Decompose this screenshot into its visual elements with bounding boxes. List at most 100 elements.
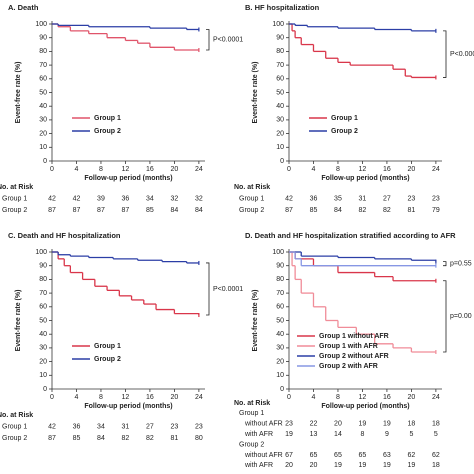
risk-count: 87 (73, 207, 81, 214)
y-tick-label: 90 (276, 35, 284, 42)
legend-label: Group 2 (94, 356, 121, 363)
bracket (443, 30, 447, 78)
risk-count: 34 (146, 195, 154, 202)
risk-count: 36 (122, 195, 130, 202)
x-tick-label: 8 (336, 394, 340, 401)
risk-row-label: Group 1 (239, 410, 264, 417)
risk-count: 27 (146, 423, 154, 430)
risk-count: 84 (171, 207, 179, 214)
x-tick-label: 8 (99, 394, 103, 401)
risk-count: 42 (48, 195, 56, 202)
y-tick-label: 10 (39, 372, 47, 379)
y-tick-label: 80 (276, 276, 284, 283)
y-axis-label: Event-free rate (%) (252, 290, 259, 352)
y-tick-label: 100 (272, 21, 284, 28)
risk-row-label: with AFR (244, 462, 273, 469)
risk-count: 82 (359, 207, 367, 214)
x-tick-label: 16 (146, 166, 154, 173)
risk-count: 19 (285, 431, 293, 438)
risk-count: 19 (359, 421, 367, 428)
risk-count: 23 (285, 421, 293, 428)
risk-count: 22 (310, 421, 318, 428)
risk-row-label: Group 2 (2, 435, 27, 442)
x-tick-label: 24 (432, 394, 440, 401)
y-tick-label: 40 (276, 103, 284, 110)
x-axis-label: Follow-up period (months) (84, 175, 172, 182)
y-axis-label: Event-free rate (%) (15, 62, 22, 124)
risk-table-title: No. at Risk (0, 412, 33, 419)
risk-table-title: No. at Risk (234, 400, 270, 407)
p-value: p=0.55 (450, 260, 472, 267)
risk-count: 81 (408, 207, 416, 214)
x-tick-label: 24 (432, 166, 440, 173)
x-tick-label: 4 (312, 394, 316, 401)
y-tick-label: 40 (39, 331, 47, 338)
y-tick-label: 10 (276, 372, 284, 379)
y-tick-label: 60 (276, 304, 284, 311)
risk-count: 67 (285, 452, 293, 459)
risk-count: 19 (334, 462, 342, 469)
y-tick-label: 20 (39, 130, 47, 137)
y-tick-label: 0 (280, 158, 284, 165)
x-tick-label: 12 (359, 166, 367, 173)
risk-count: 84 (195, 207, 203, 214)
y-tick-label: 30 (39, 345, 47, 352)
risk-count: 18 (432, 462, 440, 469)
panel: C. Death and HF hospitalization010203040… (0, 231, 243, 442)
risk-count: 42 (48, 423, 56, 430)
risk-count: 18 (408, 421, 416, 428)
risk-count: 81 (171, 435, 179, 442)
y-tick-label: 70 (39, 62, 47, 69)
x-tick-label: 24 (195, 394, 203, 401)
risk-count: 65 (310, 452, 318, 459)
risk-count: 13 (310, 431, 318, 438)
risk-count: 27 (383, 195, 391, 202)
risk-count: 31 (122, 423, 130, 430)
y-tick-label: 60 (39, 304, 47, 311)
risk-count: 19 (359, 462, 367, 469)
risk-count: 39 (97, 195, 105, 202)
risk-count: 20 (310, 462, 318, 469)
risk-count: 20 (334, 421, 342, 428)
risk-count: 32 (171, 195, 179, 202)
risk-count: 79 (432, 207, 440, 214)
y-tick-label: 20 (39, 358, 47, 365)
y-tick-label: 10 (39, 144, 47, 151)
x-tick-label: 16 (383, 166, 391, 173)
risk-count: 62 (432, 452, 440, 459)
y-tick-label: 40 (276, 331, 284, 338)
risk-count: 82 (122, 435, 130, 442)
y-tick-label: 100 (35, 249, 47, 256)
y-tick-label: 30 (276, 117, 284, 124)
x-tick-label: 4 (75, 394, 79, 401)
y-tick-label: 40 (39, 103, 47, 110)
risk-row-label: Group 2 (239, 207, 264, 214)
risk-row-label: Group 1 (239, 195, 264, 202)
y-tick-label: 90 (276, 263, 284, 270)
risk-count: 80 (195, 435, 203, 442)
risk-count: 82 (146, 435, 154, 442)
x-tick-label: 0 (50, 166, 54, 173)
risk-count: 87 (48, 207, 56, 214)
legend-label: Group 1 with AFR (319, 343, 378, 350)
y-tick-label: 0 (43, 386, 47, 393)
legend-label: Group 2 with AFR (319, 363, 378, 370)
risk-table-title: No. at Risk (234, 184, 270, 191)
x-tick-label: 0 (287, 166, 291, 173)
risk-row-label: Group 2 (2, 207, 27, 214)
x-tick-label: 24 (195, 166, 203, 173)
panel: B. HF hospitalization0102030405060708090… (234, 3, 474, 214)
bracket (443, 261, 447, 267)
legend-label: Group 1 without AFR (319, 333, 389, 340)
y-tick-label: 70 (276, 62, 284, 69)
risk-count: 84 (334, 207, 342, 214)
x-tick-label: 12 (122, 166, 130, 173)
panel: A. Death 0 10 20 30 40 50 60 70 80 90 100 0 4 8 12 16 20 2… (0, 3, 243, 214)
y-tick-label: 50 (276, 89, 284, 96)
panel: D. Death and HF hospitalization stratifi… (234, 231, 472, 469)
y-tick-label: 80 (39, 48, 47, 55)
y-tick-label: 80 (276, 48, 284, 55)
risk-count: 5 (434, 431, 438, 438)
x-tick-label: 16 (146, 394, 154, 401)
p-value: P<0.0001 (213, 286, 243, 293)
